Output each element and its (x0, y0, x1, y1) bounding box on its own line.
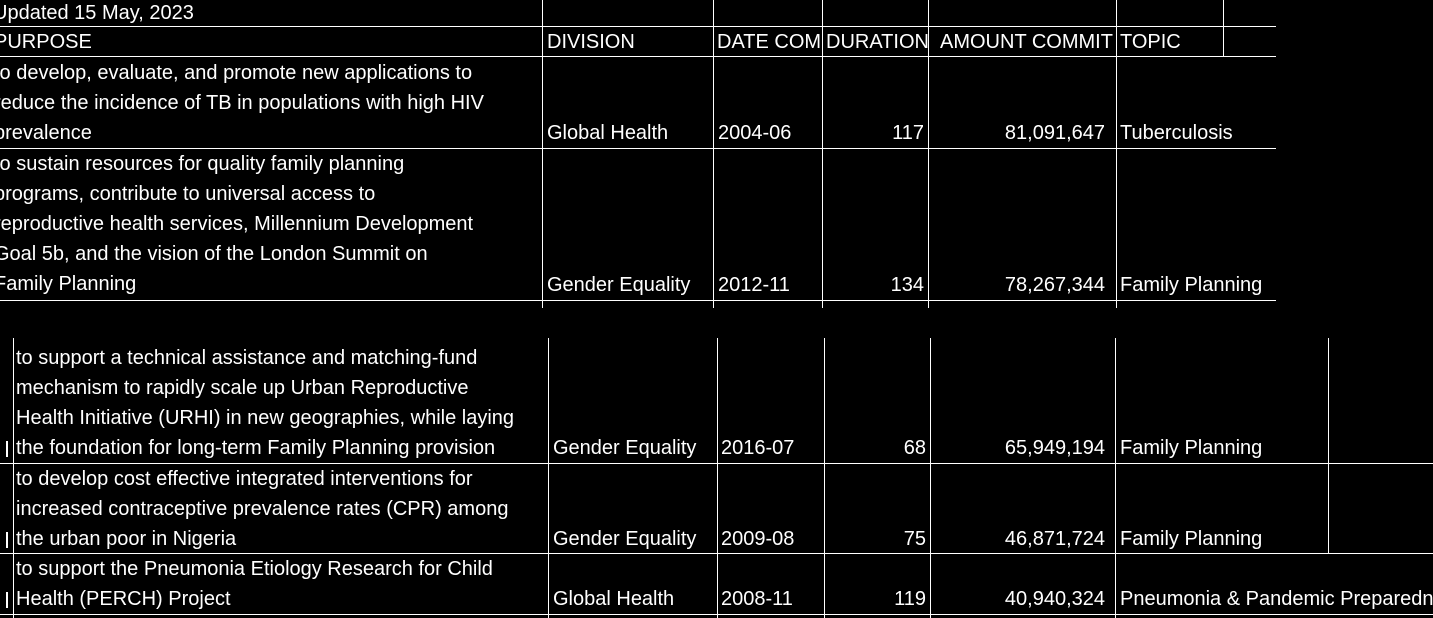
header-purpose-cell[interactable]: PURPOSE (0, 27, 542, 57)
purpose-line: to develop, evaluate, and promote new ap… (0, 62, 473, 84)
table-row-1-purpose[interactable]: to develop, evaluate, and promote new ap… (0, 58, 542, 148)
table-row-1-topic[interactable]: Tuberculosis (1120, 122, 1233, 144)
purpose-line: the foundation for long-term Family Plan… (16, 437, 496, 459)
purpose-line: reduce the incidence of TB in population… (0, 92, 484, 114)
header-topic-cell[interactable]: TOPIC (1117, 27, 1222, 57)
table-row-3-duration[interactable]: 68 (903, 437, 926, 459)
left-edge-mark (6, 532, 8, 548)
gridline (542, 0, 543, 308)
table-row-2-division[interactable]: Gender Equality (547, 274, 691, 296)
table-row-2-date[interactable]: 2012-11 (718, 274, 790, 296)
purpose-line: Health (PERCH) Project (16, 588, 231, 610)
gridline (930, 338, 931, 618)
header-division-cell[interactable]: DIVISION (544, 27, 712, 57)
purpose-line: to develop cost effective integrated int… (16, 468, 473, 490)
table-row-5-amount[interactable]: 40,940,324 (1004, 588, 1105, 610)
purpose-line: programs, contribute to universal access… (0, 183, 376, 205)
purpose-line: to support a technical assistance and ma… (16, 347, 478, 369)
table-row-3-purpose[interactable]: to support a technical assistance and ma… (13, 343, 548, 463)
gridline (0, 463, 1433, 464)
table-row-5-division[interactable]: Global Health (553, 588, 675, 610)
gridline (1328, 338, 1329, 553)
table-row-1-amount[interactable]: 81,091,647 (1004, 122, 1105, 144)
gridline (713, 0, 714, 308)
header-amount-cell[interactable]: AMOUNT COMMIT (930, 27, 1116, 57)
purpose-line: Family Planning (0, 273, 137, 295)
bottom-sheet: to support a technical assistance and ma… (0, 338, 1433, 618)
purpose-line: reproductive health services, Millennium… (0, 213, 474, 235)
table-row-5-date[interactable]: 2008-11 (721, 588, 793, 610)
left-edge-mark (6, 592, 8, 608)
table-row-1-date[interactable]: 2004-06 (718, 122, 792, 144)
header-topic: TOPIC (1120, 31, 1181, 53)
table-row-3-amount[interactable]: 65,949,194 (1004, 437, 1105, 459)
header-purpose: PURPOSE (0, 31, 92, 53)
gridline (0, 614, 1433, 615)
header-duration-cell[interactable]: DURATION (823, 27, 928, 57)
updated-cell: Updated 15 May, 2023 (0, 0, 540, 27)
gridline (824, 338, 825, 618)
table-row-4-purpose[interactable]: to develop cost effective integrated int… (13, 464, 548, 554)
top-sheet: Updated 15 May, 2023 PURPOSE DIVISION DA… (0, 0, 1276, 308)
table-row-4-duration[interactable]: 75 (903, 528, 926, 550)
gridline (0, 56, 1276, 57)
purpose-line: mechanism to rapidly scale up Urban Repr… (16, 377, 469, 399)
gridline (717, 338, 718, 618)
table-row-5-purpose[interactable]: to support the Pneumonia Etiology Resear… (13, 554, 548, 614)
updated-text: Updated 15 May, 2023 (0, 2, 194, 24)
header-duration: DURATION (826, 31, 928, 53)
gridline (13, 338, 14, 618)
table-row-5-topic-cell[interactable]: Pneumonia & Pandemic Preparedness (1117, 584, 1433, 614)
purpose-line: to sustain resources for quality family … (0, 153, 405, 175)
gridline (0, 300, 1276, 301)
gridline (822, 0, 823, 308)
gridline (928, 0, 929, 308)
purpose-line: Goal 5b, and the vision of the London Su… (0, 243, 428, 265)
gridline (1223, 0, 1224, 57)
purpose-line: the urban poor in Nigeria (16, 528, 237, 550)
table-row-1-division[interactable]: Global Health (547, 122, 669, 144)
table-row-1-duration[interactable]: 117 (892, 122, 924, 144)
table-row-2-amount[interactable]: 78,267,344 (1004, 274, 1105, 296)
table-row-3-division[interactable]: Gender Equality (553, 437, 697, 459)
table-row-3-topic[interactable]: Family Planning (1120, 437, 1263, 459)
gridline (1116, 0, 1117, 308)
table-row-4-topic[interactable]: Family Planning (1120, 528, 1263, 550)
header-division: DIVISION (547, 31, 635, 53)
table-row-5-duration[interactable]: 119 (894, 588, 926, 610)
purpose-line: Health Initiative (URHI) in new geograph… (16, 407, 515, 429)
purpose-line: increased contraceptive prevalence rates… (16, 498, 509, 520)
table-row-4-division[interactable]: Gender Equality (553, 528, 697, 550)
gridline (0, 148, 1276, 149)
purpose-line: to support the Pneumonia Etiology Resear… (16, 558, 493, 580)
table-row-2-purpose[interactable]: to sustain resources for quality family … (0, 149, 542, 301)
table-row-2-topic[interactable]: Family Planning (1120, 274, 1263, 296)
gridline (0, 26, 1276, 27)
gridline (548, 338, 549, 618)
header-date-cell[interactable]: DATE COM (714, 27, 821, 57)
header-amount: AMOUNT COMMIT (940, 31, 1113, 53)
gridline (0, 553, 1433, 554)
table-row-5-topic: Pneumonia & Pandemic Preparedness (1120, 588, 1433, 610)
header-date: DATE COM (717, 31, 821, 53)
purpose-line: prevalence (0, 122, 92, 144)
table-row-4-date[interactable]: 2009-08 (721, 528, 795, 550)
left-edge-mark (6, 441, 8, 457)
table-row-2-duration[interactable]: 134 (890, 274, 924, 296)
table-row-3-date[interactable]: 2016-07 (721, 437, 795, 459)
table-row-4-amount[interactable]: 46,871,724 (1004, 528, 1105, 550)
gridline (1115, 338, 1116, 618)
